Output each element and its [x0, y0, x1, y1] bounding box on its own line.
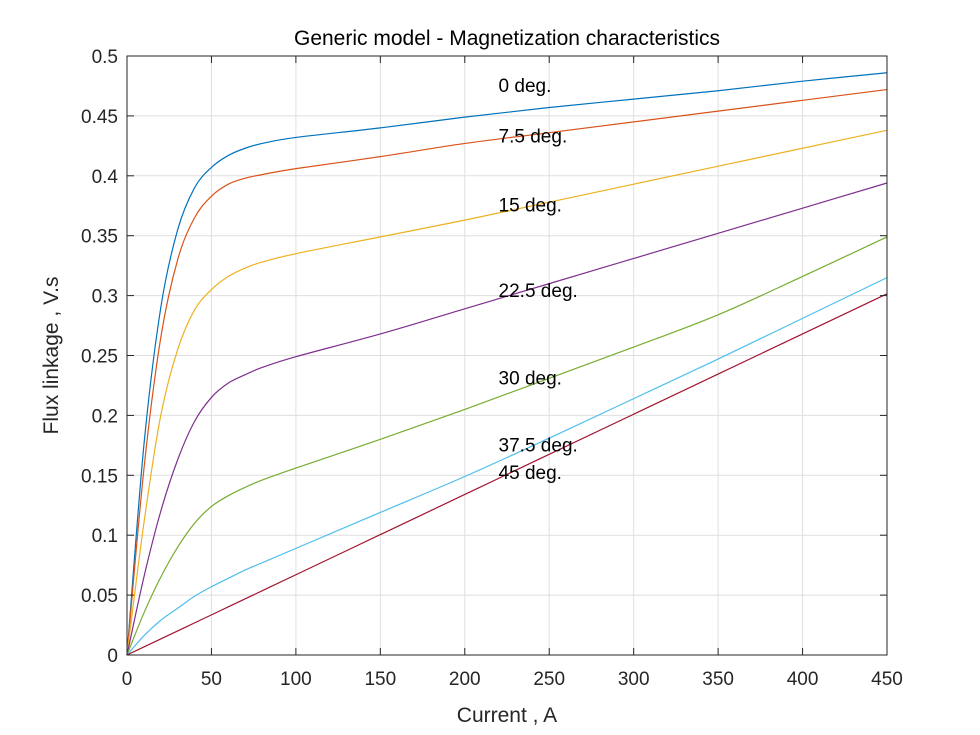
series-label-1: 7.5 deg. — [499, 126, 568, 147]
series-label-4: 30 deg. — [499, 368, 562, 389]
series-lines — [126, 72, 888, 656]
y-tick-label: 0.35 — [81, 227, 118, 248]
y-tick-label: 0.25 — [81, 347, 118, 368]
x-tick-label: 100 — [280, 669, 312, 690]
x-tick-label: 150 — [364, 669, 396, 690]
x-tick-label: 300 — [618, 669, 650, 690]
y-tick-label: 0.1 — [92, 526, 118, 547]
x-tick-label: 250 — [533, 669, 565, 690]
x-tick-label: 0 — [122, 669, 133, 690]
x-axis-title: Current , A — [457, 704, 557, 727]
series-line-0 — [126, 72, 888, 656]
y-tick-label: 0 — [107, 646, 118, 667]
y-tick-label: 0.3 — [92, 287, 118, 308]
x-tick-label: 350 — [702, 669, 734, 690]
series-line-3 — [126, 182, 888, 656]
y-tick-label: 0.15 — [81, 466, 118, 487]
series-label-2: 15 deg. — [499, 196, 562, 217]
x-tick-label: 400 — [787, 669, 819, 690]
y-tick-label: 0.5 — [92, 47, 118, 68]
series-line-2 — [126, 129, 888, 656]
x-tick-label: 450 — [871, 669, 903, 690]
y-tick-label: 0.05 — [81, 586, 118, 607]
series-line-5 — [126, 277, 888, 656]
axis-ticks: 0 50 100 150 200 250 300 350 400 450 0 0.05 0.1 0.15 0… — [81, 47, 903, 690]
series-label-6: 45 deg. — [499, 463, 562, 484]
x-tick-label: 200 — [449, 669, 481, 690]
y-axis-title: Flux linkage , V.s — [40, 277, 63, 435]
series-label-0: 0 deg. — [499, 76, 552, 97]
chart-title: Generic model - Magnetization characteri… — [294, 27, 720, 50]
y-tick-label: 0.45 — [81, 107, 118, 128]
series-line-6 — [126, 293, 888, 656]
series-label-3: 22.5 deg. — [499, 281, 578, 302]
series-annotations: 0 deg. 7.5 deg. 15 deg. 22.5 deg. 30 deg. 37.… — [499, 76, 578, 484]
series-line-1 — [126, 88, 888, 656]
series-label-5: 37.5 deg. — [499, 435, 578, 456]
series-line-4 — [126, 236, 888, 656]
x-tick-label: 50 — [201, 669, 222, 690]
y-tick-label: 0.4 — [92, 167, 119, 188]
y-tick-label: 0.2 — [92, 406, 118, 427]
